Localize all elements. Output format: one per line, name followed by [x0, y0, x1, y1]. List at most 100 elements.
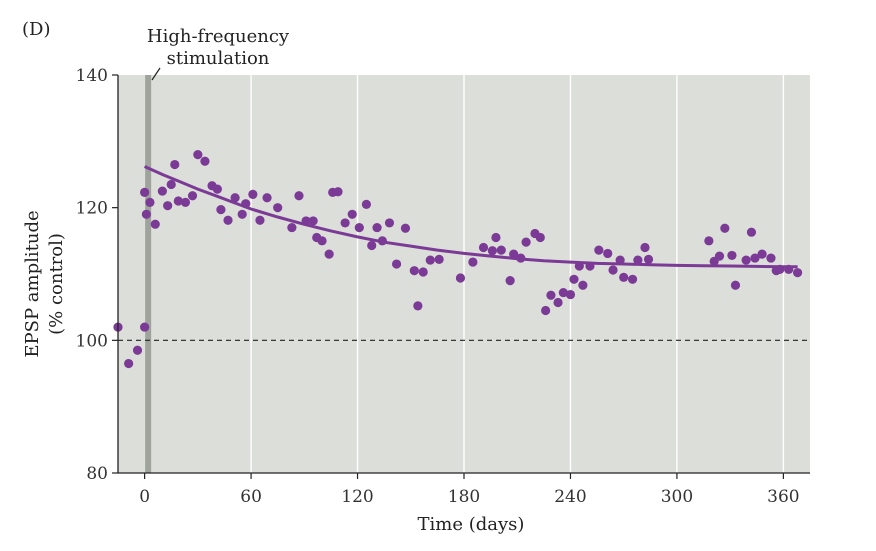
data-point: [418, 267, 428, 277]
data-point: [193, 150, 203, 160]
data-point: [741, 255, 751, 265]
data-point: [140, 187, 150, 198]
data-point: [535, 232, 545, 243]
data-point: [317, 236, 327, 246]
fit-curve: [143, 165, 798, 269]
panel-label: (D): [22, 19, 50, 40]
data-point: [173, 196, 183, 206]
stimulation-annotation: High-frequency stimulation: [147, 26, 290, 81]
data-point: [212, 184, 222, 194]
x-tick-label-300: 300: [661, 487, 693, 507]
data-point: [746, 227, 757, 237]
x-tick-label-60: 60: [240, 487, 262, 507]
data-point: [340, 218, 350, 228]
data-point: [491, 232, 501, 243]
stimulation-bar: [145, 75, 152, 473]
data-point: [237, 209, 247, 219]
data-point: [200, 156, 210, 166]
data-point: [255, 215, 265, 225]
data-point: [377, 236, 387, 246]
y-axis-subtitle: (% control): [46, 233, 67, 335]
data-point: [223, 215, 233, 225]
annotation-pointer: [151, 67, 161, 81]
data-point: [792, 268, 803, 278]
data-point: [730, 280, 741, 290]
data-point: [608, 265, 618, 275]
data-point: [565, 289, 576, 300]
y-tick-label-80: 80: [86, 464, 108, 484]
data-point: [347, 209, 357, 219]
data-point: [569, 274, 579, 284]
data-point: [294, 191, 304, 201]
data-point: [558, 287, 568, 298]
grid-lines: [250, 75, 785, 473]
data-point: [775, 264, 785, 274]
data-point: [714, 251, 725, 261]
data-point: [367, 240, 377, 251]
data-point: [505, 276, 515, 286]
x-tick-label-180: 180: [448, 487, 480, 507]
y-axis-title: EPSP amplitude: [22, 210, 43, 357]
data-point: [384, 218, 395, 228]
data-point: [455, 273, 466, 283]
data-points: [113, 150, 803, 369]
data-point: [757, 249, 767, 259]
data-point: [541, 305, 551, 316]
data-point: [603, 248, 613, 259]
data-point: [132, 345, 143, 355]
data-point: [574, 261, 584, 271]
data-point: [361, 199, 372, 209]
data-point: [287, 222, 297, 233]
data-point: [425, 255, 435, 265]
data-point: [521, 237, 531, 247]
data-point: [354, 222, 364, 233]
data-point: [166, 179, 176, 190]
x-tick-label-120: 120: [341, 487, 373, 507]
data-point: [509, 249, 519, 259]
data-point: [241, 199, 251, 209]
data-point: [409, 266, 419, 276]
x-tick-label-360: 360: [767, 487, 799, 507]
x-tick-label-240: 240: [554, 487, 586, 507]
data-point: [594, 245, 604, 255]
data-point: [140, 322, 150, 332]
data-point: [633, 255, 643, 265]
y-tick-label-100: 100: [76, 331, 108, 351]
y-tick-label-140: 140: [76, 66, 108, 86]
data-point: [413, 301, 423, 311]
data-point: [619, 272, 629, 282]
data-point: [163, 201, 173, 211]
annotation-line-2: stimulation: [167, 48, 270, 69]
y-axis-ticks: 80 100 120 140: [76, 66, 118, 484]
data-point: [627, 274, 638, 284]
plot-area: [113, 75, 810, 473]
data-point: [124, 358, 134, 369]
data-point: [766, 253, 776, 263]
data-point: [640, 242, 650, 253]
data-point: [150, 219, 160, 229]
data-point: [333, 187, 343, 197]
data-point: [170, 159, 180, 170]
data-point: [468, 257, 478, 267]
data-point: [720, 223, 730, 233]
data-point: [585, 261, 595, 271]
data-point: [487, 246, 497, 256]
y-tick-label-120: 120: [76, 199, 108, 219]
annotation-line-1: High-frequency: [147, 26, 290, 47]
data-point: [145, 197, 155, 207]
x-axis-ticks: 0 60 120 180 240 300 360: [139, 473, 800, 507]
data-point: [750, 253, 760, 263]
data-point: [400, 223, 411, 233]
data-point: [727, 250, 737, 261]
axes: 0 60 120 180 240 300 360 80 100 120 140: [76, 66, 810, 507]
x-tick-label-0: 0: [139, 487, 150, 507]
data-point: [516, 253, 526, 263]
data-point: [141, 209, 151, 219]
data-point: [496, 245, 506, 255]
data-point: [273, 203, 283, 213]
data-point: [578, 280, 588, 290]
data-point: [230, 193, 240, 203]
data-point: [546, 290, 556, 300]
data-point: [478, 242, 489, 253]
